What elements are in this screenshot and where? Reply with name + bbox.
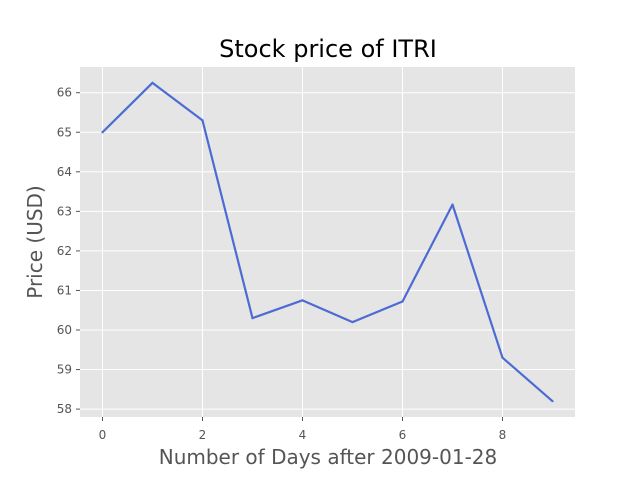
- x-axis-label: Number of Days after 2009-01-28: [159, 445, 498, 469]
- data-point: [351, 320, 354, 324]
- y-tick-label: 60: [57, 323, 72, 337]
- data-point: [301, 299, 304, 302]
- plot-area-background: [80, 67, 575, 417]
- data-point: [201, 119, 204, 122]
- y-tick-label: 64: [57, 165, 72, 179]
- data-point: [401, 300, 404, 303]
- grid-lines: [80, 67, 575, 417]
- data-point: [101, 131, 104, 134]
- y-tick-label: 61: [57, 283, 72, 297]
- data-point: [451, 203, 454, 206]
- y-tick-label: 63: [57, 204, 72, 218]
- y-tick-label: 58: [57, 402, 72, 416]
- y-tick-label: 66: [57, 86, 72, 100]
- y-axis-ticks: 58 59 60 61 62 63 64 65 66: [57, 86, 80, 416]
- x-tick-label: 0: [99, 428, 107, 442]
- data-point: [251, 317, 254, 320]
- x-tick-label: 2: [199, 428, 207, 442]
- y-axis-label: Price (USD): [23, 185, 47, 299]
- y-tick-label: 59: [57, 363, 72, 377]
- x-tick-label: 4: [299, 428, 307, 442]
- chart-title: Stock price of ITRI: [219, 35, 437, 63]
- x-tick-label: 6: [399, 428, 407, 442]
- x-tick-label: 8: [499, 428, 507, 442]
- y-tick-label: 62: [57, 244, 72, 258]
- y-tick-label: 65: [57, 125, 72, 139]
- series-line: [101, 81, 554, 403]
- x-axis-ticks: 0 2 4 6 8: [99, 417, 507, 442]
- data-point: [151, 81, 154, 84]
- series-layer: [101, 81, 554, 403]
- data-point: [501, 356, 504, 359]
- data-point: [551, 400, 554, 403]
